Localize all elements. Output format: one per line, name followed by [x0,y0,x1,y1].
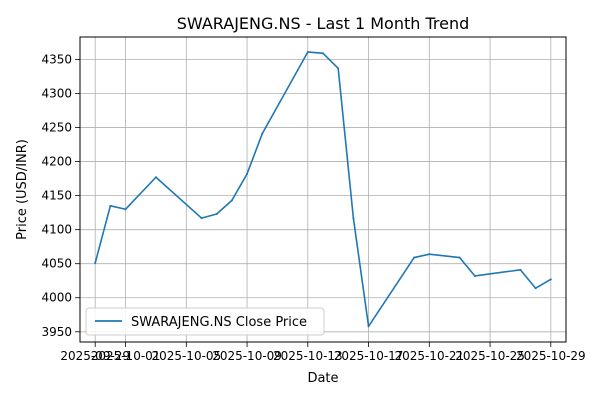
data-point [428,253,431,256]
y-tick-label: 4050 [41,257,72,271]
data-point [200,217,203,220]
data-point [458,256,461,259]
data-point [473,274,476,277]
data-point [94,262,97,265]
data-point [352,217,355,220]
x-tick-label: 2025-10-25 [455,349,525,363]
y-tick-label: 3950 [41,325,72,339]
data-point [367,325,370,328]
y-tick-label: 4250 [41,121,72,135]
x-tick-label: 2025-10-21 [394,349,464,363]
gridlines [80,37,566,342]
y-tick-label: 4300 [41,87,72,101]
data-point [261,132,264,135]
x-tick-label: 2025-10-13 [273,349,343,363]
data-point [322,52,324,55]
x-tick-label: 2025-10-01 [91,349,161,363]
plot-frame [79,36,567,343]
y-tick-label: 4200 [41,155,72,169]
data-point [124,208,127,211]
y-tick-label: 4000 [41,291,72,305]
axis-ticks: 2025-09-292025-10-012025-10-052025-10-09… [41,52,585,363]
data-point [109,204,112,207]
data-point [337,67,340,70]
legend-label: SWARAJENG.NS Close Price [131,315,307,330]
data-point [215,213,218,216]
x-axis-label: Date [307,371,338,386]
data-point [306,50,309,53]
data-point [549,278,552,281]
series-group [94,50,552,328]
y-tick-label: 4350 [41,52,72,66]
x-tick-label: 2025-10-29 [516,349,586,363]
data-point [534,287,537,290]
legend: SWARAJENG.NS Close Price [85,307,325,336]
x-tick-label: 2025-10-09 [212,349,282,363]
legend-box [85,307,325,336]
x-tick-label: 2025-09-29 [60,349,130,363]
data-point [154,176,157,179]
x-tick-label: 2025-10-05 [151,349,221,363]
data-point [519,268,522,271]
y-tick-label: 4100 [41,223,72,237]
y-tick-label: 4150 [41,189,72,203]
y-axis-label: Price (USD/INR) [15,139,30,240]
chart-title: SWARAJENG.NS - Last 1 Month Trend [177,14,470,33]
data-point [230,199,233,202]
data-point [246,172,249,175]
data-point [413,256,416,259]
x-tick-label: 2025-10-17 [334,349,404,363]
